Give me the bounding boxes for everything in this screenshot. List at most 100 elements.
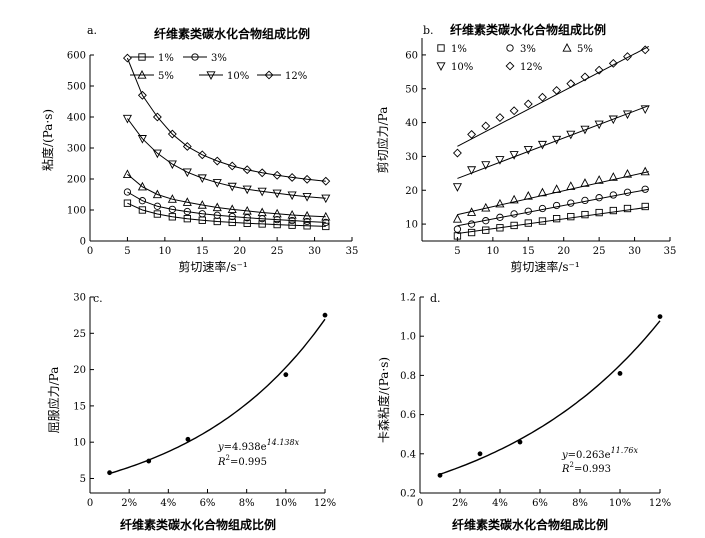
panel-c-y-tick-label: 20 [73,365,86,376]
panel-b-point-1% [552,215,561,223]
panel-a-y-tick-label: 200 [67,175,86,186]
panel-b-point-3% [496,213,504,221]
panel-b-point-10% [594,120,604,130]
panel-c-x-tick-label: 4% [160,498,176,509]
panel-b-point-1% [581,210,589,219]
panel-b-point-12% [481,121,491,131]
panel-b-y-tick-label: 50 [405,84,418,95]
panel-c-data-point [146,458,152,464]
panel-d-r2: R2=0.993 [561,461,611,475]
panel-d-fit-curve [439,320,661,475]
panel-b-y-tick-label: 60 [405,50,418,61]
panel-a-y-tick-label: 600 [67,51,86,62]
panel-a-legend-marker-3% [191,53,199,61]
panel-b-point-12% [594,65,604,75]
panel-b-point-5% [580,178,590,187]
panel-b-ylabel: 剪切应力/Pa [375,107,390,174]
panel-d-eq-exp: 11.76x [611,446,639,455]
panel-a-y-tick-label: 400 [67,113,86,124]
panel-d-data-point [617,371,623,376]
panel-b-point-1% [482,226,490,234]
panel-b-point-12% [538,92,547,102]
panel-d-data-point [437,472,443,478]
panel-b-point-12% [509,106,519,116]
panel-b-point-10% [622,110,633,120]
panel-d-eq-rhs: =0.263e [568,450,611,461]
panel-a-point-5% [167,194,177,203]
panel-b-point-10% [495,156,505,165]
panel-d-ylabel: 卡森粘度/(Pa·s) [376,357,391,443]
panel-a-point-1% [138,206,147,214]
panel-a-point-10% [212,179,222,188]
panel-b-point-1% [641,202,649,211]
panel-a-label: a. [87,24,97,37]
panel-a-point-12% [197,150,207,160]
panel-c-x-tick-label: 0 [87,498,93,509]
panel-a-series-line-10% [126,118,326,199]
panel-c-r2-value: =0.995 [230,457,267,468]
panel-a-point-12% [167,129,177,139]
panel-a-point-10% [122,114,132,124]
panel-b-y-tick-label: 40 [405,118,418,129]
panel-b-point-10% [640,105,650,115]
panel-b-point-12% [608,58,618,68]
panel-d-y-tick-label: 0.6 [400,410,416,421]
panel-b-point-10% [580,125,590,135]
panel-a-point-5% [272,208,282,218]
panel-a-series-line-12% [126,57,326,182]
panel-c-x-tick-label: 8% [239,498,255,509]
panel-d-label: d. [430,292,441,305]
panel-d-y-tick-label: 1.2 [400,293,416,304]
panel-b-point-3% [552,201,561,210]
panel-a-point-3% [303,217,311,226]
panel-a-legend-marker-5% [137,70,147,79]
panel-a-point-10% [152,149,162,159]
panel-b-point-5% [452,214,462,223]
panel-c-r2: R2=0.995 [217,454,267,468]
panel-c-r2-label: R [217,457,226,468]
panel-b-point-1% [595,208,603,217]
panel-b-point-5% [467,207,477,216]
panel-c-y-tick-label: 5 [80,474,86,485]
panel-b-point-12% [623,52,632,62]
panel-c-y-tick-label: 25 [73,329,86,340]
panel-c-data-point [107,470,112,476]
panel-b-point-1% [538,217,547,225]
panel-a-point-10% [137,135,147,144]
panel-a-point-1% [322,222,330,231]
panel-c: c. 纤维素类碳水化合物组成比例 屈服应力/Pa y=4.938e14.138x… [46,292,336,532]
panel-b-point-3% [567,199,575,207]
panel-b-label: b. [423,24,434,37]
panel-b-point-1% [496,224,504,232]
panel-b-legend-label-1%: 1% [451,44,467,55]
panel-a-point-3% [288,216,296,225]
panel-a-point-3% [138,197,147,205]
panel-b-x-tick-label: 5 [454,246,460,257]
panel-b-legend-marker-12% [505,61,515,71]
panel-a-point-1% [168,213,176,221]
panel-b-point-3% [524,207,532,215]
panel-a-point-3% [198,210,206,218]
panel-b-point-5% [566,181,576,190]
panel-a-y-tick-label: 300 [67,144,86,155]
panel-a-legend-label-12%: 12% [285,71,307,82]
panel-a-x-tick-label: 15 [196,246,209,257]
panel-b-x-tick-label: 35 [664,246,677,257]
panel-c-data-point [322,312,328,318]
panel-b-x-tick-label: 25 [593,246,606,257]
panel-a-series-line-1% [127,202,326,227]
panel-b-point-12% [580,72,590,82]
panel-c-label: c. [93,292,103,305]
panel-d-data-point [657,314,663,319]
panel-a-point-3% [213,211,221,219]
panel-c-y-tick-label: 15 [73,401,86,412]
panel-a-point-1% [123,199,132,207]
panel-b-point-10% [552,135,562,145]
panel-a-point-12% [122,53,132,63]
panel-b-y-tick-label: 20 [405,186,418,197]
panel-a-point-1% [228,218,236,227]
panel-a-series-line-3% [127,191,326,223]
panel-a-point-5% [212,202,222,212]
panel-d: d. 纤维素类碳水化合物组成比例 卡森粘度/(Pa·s) y=0.263e11.… [376,292,671,532]
panel-d-equation: y=0.263e11.76x [561,446,638,461]
